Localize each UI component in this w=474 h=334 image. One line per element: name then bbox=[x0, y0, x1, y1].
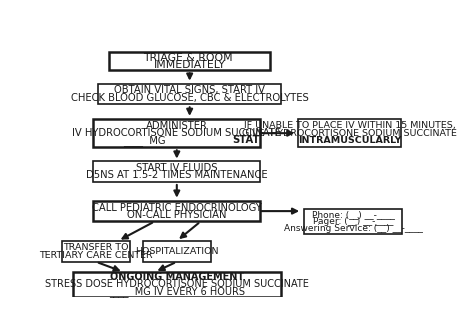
Text: ADMINISTER: ADMINISTER bbox=[146, 121, 208, 131]
Text: ____  MG: ____ MG bbox=[123, 135, 169, 146]
Text: IV HYDROCORTISONE SODIUM SUCCINATE: IV HYDROCORTISONE SODIUM SUCCINATE bbox=[72, 128, 282, 138]
Bar bbox=[304, 208, 402, 234]
Text: STRESS DOSE HYDROCORTISONE SODIUM SUCCINATE: STRESS DOSE HYDROCORTISONE SODIUM SUCCIN… bbox=[45, 280, 309, 289]
Bar bbox=[62, 241, 130, 262]
Text: CHECK BLOOD GLUCOSE, CBC & ELECTROLYTES: CHECK BLOOD GLUCOSE, CBC & ELECTROLYTES bbox=[71, 93, 309, 103]
Text: ONGOING MANAGEMENT: ONGOING MANAGEMENT bbox=[110, 272, 244, 282]
Bar bbox=[298, 119, 401, 147]
Text: Pager: (__) __-____: Pager: (__) __-____ bbox=[313, 217, 393, 226]
Text: Phone: (__) __-____: Phone: (__) __-____ bbox=[312, 210, 394, 219]
Text: D5NS AT 1.5-2 TIMES MAINTENANCE: D5NS AT 1.5-2 TIMES MAINTENANCE bbox=[86, 170, 268, 180]
Text: STAT: STAT bbox=[232, 135, 260, 145]
Bar bbox=[73, 272, 281, 297]
Text: TERTIARY CARE CENTER: TERTIARY CARE CENTER bbox=[39, 250, 153, 260]
Text: GIVE  HYDROCORTISONE SODIUM SUCCINATE: GIVE HYDROCORTISONE SODIUM SUCCINATE bbox=[242, 129, 457, 138]
Text: ____  MG IV EVERY 6 HOURS: ____ MG IV EVERY 6 HOURS bbox=[109, 286, 245, 297]
Text: START IV FLUIDS: START IV FLUIDS bbox=[136, 163, 218, 173]
Text: INTRAMUSCULARLY: INTRAMUSCULARLY bbox=[298, 136, 401, 145]
Text: TRANSFER TO: TRANSFER TO bbox=[63, 243, 129, 253]
Text: Answering Service: (__) __-____: Answering Service: (__) __-____ bbox=[284, 224, 422, 233]
Bar bbox=[109, 52, 271, 70]
Bar bbox=[93, 119, 260, 147]
Text: IMMEDIATELY: IMMEDIATELY bbox=[154, 60, 226, 70]
Text: IF UNABLE TO PLACE IV WITHIN 15 MINUTES,: IF UNABLE TO PLACE IV WITHIN 15 MINUTES, bbox=[244, 122, 456, 131]
Text: HOSPITALIZATION: HOSPITALIZATION bbox=[135, 247, 219, 256]
Text: ON-CALL PHYSICIAN: ON-CALL PHYSICIAN bbox=[127, 210, 227, 220]
Bar bbox=[93, 161, 260, 182]
Text: CALL PEDIATRIC ENDOCRINOLOGY: CALL PEDIATRIC ENDOCRINOLOGY bbox=[92, 202, 262, 212]
Bar bbox=[143, 241, 211, 262]
Bar bbox=[93, 201, 260, 221]
Text: OBTAIN VITAL SIGNS, START IV: OBTAIN VITAL SIGNS, START IV bbox=[114, 86, 265, 96]
Bar bbox=[98, 84, 282, 104]
Text: TRIAGE & ROOM: TRIAGE & ROOM bbox=[143, 52, 236, 62]
